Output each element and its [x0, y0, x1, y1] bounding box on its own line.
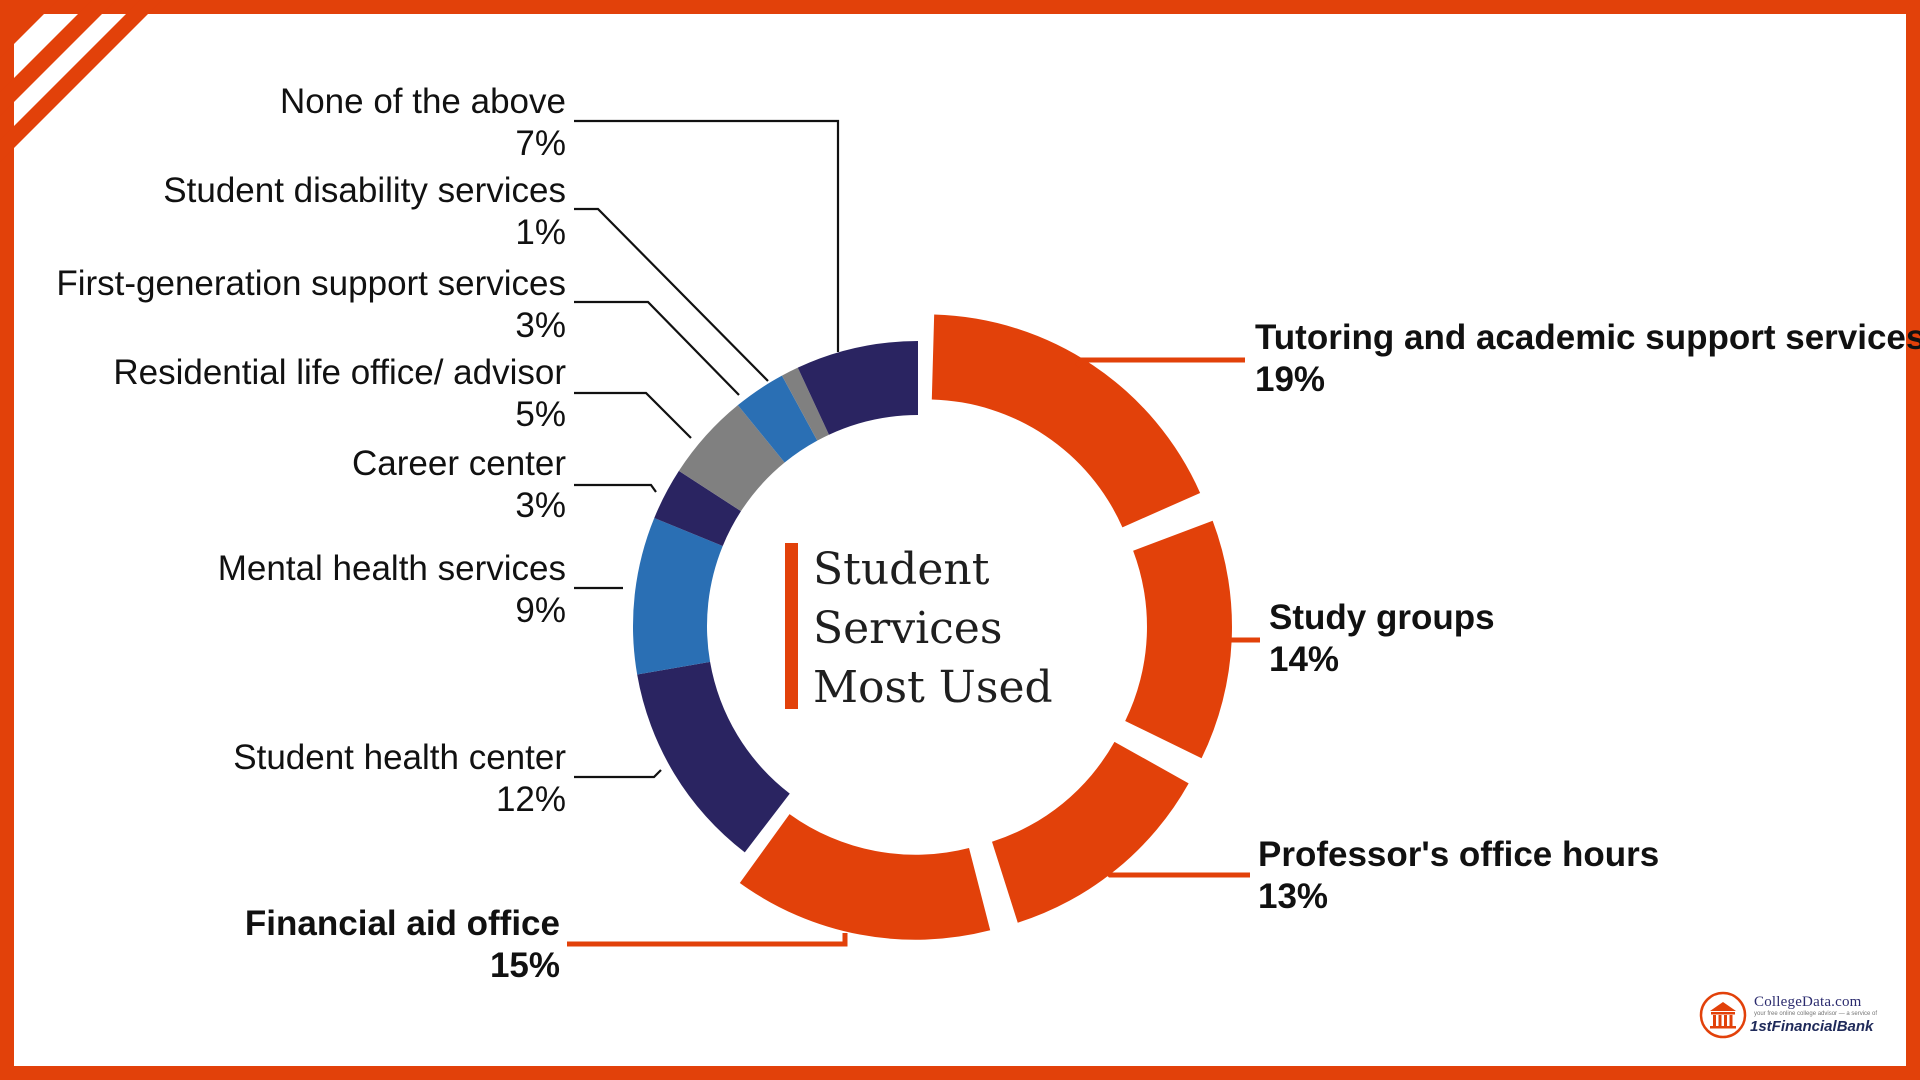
slice-label-student-disability-services: Student disability services — [163, 171, 566, 210]
slice-value-residential-life-office-advisor: 5% — [515, 395, 566, 434]
slice-tutoring-and-academic-support-services — [931, 314, 1201, 528]
leader-line-residential-life-office-advisor — [574, 391, 692, 439]
slice-label-student-health-center: Student health center — [233, 738, 566, 777]
slice-value-mental-health-services: 9% — [515, 591, 566, 630]
title-accent-bar — [785, 543, 798, 709]
leader-line-none-of-the-above — [574, 119, 840, 352]
slice-student-disability-services — [781, 367, 829, 441]
slice-label-tutoring-and-academic-support-services: Tutoring and academic support services — [1255, 318, 1920, 357]
slice-label-mental-health-services: Mental health services — [218, 549, 566, 588]
slice-label-none-of-the-above: None of the above — [280, 82, 566, 121]
slice-value-career-center: 3% — [515, 486, 566, 525]
center-title-line-1: Student — [813, 544, 990, 595]
slice-mental-health-services — [633, 517, 723, 675]
corner-stripe-middle — [0, 0, 116, 116]
slice-first-generation-support-services — [737, 375, 818, 463]
building-seal-icon — [1699, 991, 1747, 1039]
slice-value-none-of-the-above: 7% — [515, 124, 566, 163]
logo-brand-text: CollegeData.com — [1754, 994, 1862, 1010]
slice-labels: Tutoring and academic support services19… — [56, 82, 1920, 985]
slice-value-student-disability-services: 1% — [515, 213, 566, 252]
slice-study-groups — [1125, 520, 1232, 759]
slice-career-center — [654, 470, 741, 547]
corner-stripe-inner — [0, 0, 162, 162]
corner-stripe-outer — [0, 0, 58, 58]
slice-value-financial-aid-office: 15% — [490, 946, 560, 985]
slice-value-tutoring-and-academic-support-services: 19% — [1255, 360, 1325, 399]
leader-lines — [567, 119, 1260, 947]
center-title-line-2: Services — [813, 603, 1002, 654]
slice-professor-s-office-hours — [992, 741, 1189, 923]
slice-label-residential-life-office-advisor: Residential life office/ advisor — [113, 353, 566, 392]
slice-value-professor-s-office-hours: 13% — [1258, 877, 1328, 916]
leader-line-career-center — [574, 483, 657, 493]
donut-slices — [633, 314, 1232, 940]
leader-line-financial-aid-office — [567, 933, 848, 947]
slice-student-health-center — [637, 661, 790, 853]
slice-label-first-generation-support-services: First-generation support services — [56, 264, 566, 303]
slice-financial-aid-office — [739, 814, 991, 940]
leader-line-tutoring-and-academic-support-services — [1075, 357, 1245, 368]
leader-line-first-generation-support-services — [574, 300, 740, 396]
center-title-line-3: Most Used — [813, 662, 1053, 713]
slice-value-study-groups: 14% — [1269, 640, 1339, 679]
slice-label-financial-aid-office: Financial aid office — [245, 904, 560, 943]
slice-value-student-health-center: 12% — [496, 780, 566, 819]
collegedata-logo: CollegeData.com your free online college… — [1698, 990, 1898, 1042]
logo-tagline: your free online college advisor — a ser… — [1754, 1011, 1878, 1017]
logo-bank-text: 1stFinancialBank — [1750, 1018, 1874, 1035]
slice-label-study-groups: Study groups — [1269, 598, 1495, 637]
leader-line-professor-s-office-hours — [1100, 865, 1250, 878]
slice-value-first-generation-support-services: 3% — [515, 306, 566, 345]
slice-label-career-center: Career center — [352, 444, 566, 483]
slice-none-of-the-above — [797, 341, 918, 435]
slice-residential-life-office-advisor — [678, 405, 785, 512]
slice-label-professor-s-office-hours: Professor's office hours — [1258, 835, 1659, 874]
leader-line-student-disability-services — [574, 207, 769, 382]
leader-line-student-health-center — [574, 769, 662, 779]
